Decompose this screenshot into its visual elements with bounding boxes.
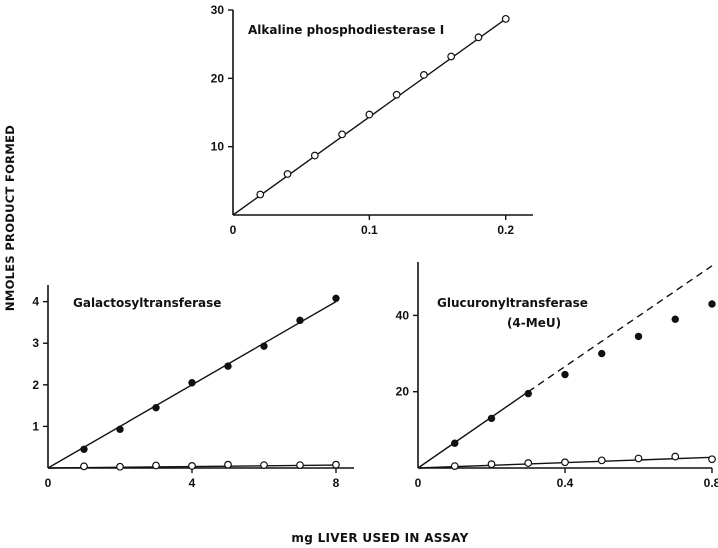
data-point-filled — [80, 445, 88, 453]
data-point-filled — [487, 414, 496, 423]
panel-title: Alkaline phosphodiesterase I — [248, 23, 444, 37]
data-point-open — [447, 52, 456, 61]
data-point-open — [524, 459, 533, 467]
x-tick-label: 0 — [415, 476, 422, 490]
y-tick-label: 1 — [32, 419, 39, 433]
data-point-filled — [296, 316, 304, 325]
y-tick-label: 20 — [211, 71, 225, 85]
panel-title: Galactosyltransferase — [73, 296, 221, 310]
data-point-open — [634, 454, 643, 463]
data-point-open — [188, 462, 196, 470]
y-tick-label: 10 — [211, 140, 225, 154]
data-point-open — [474, 33, 483, 42]
x-tick-label: 8 — [333, 476, 340, 490]
data-point-open — [501, 14, 510, 23]
data-point-open — [392, 90, 401, 99]
data-point-open — [80, 462, 88, 471]
data-point-filled — [188, 379, 196, 387]
panel-glucuronyltransferase: 0 0.4 0.8 20 40 Glucuronyltransferase (4-MeU) — [396, 262, 718, 490]
data-point-open — [224, 460, 232, 469]
fit-line — [417, 391, 529, 469]
data-point-open — [487, 460, 496, 469]
y-tick-label: 4 — [32, 295, 39, 309]
x-tick-label: 0.4 — [557, 476, 574, 490]
y-tick-label: 2 — [32, 378, 39, 392]
data-point-filled — [561, 370, 569, 379]
x-tick-label: 0 — [45, 476, 52, 490]
data-point-filled — [260, 342, 268, 350]
data-point-filled — [708, 300, 716, 308]
data-point-filled — [224, 362, 232, 370]
data-point-filled — [451, 439, 459, 447]
panel-subtitle: (4-MeU) — [507, 316, 561, 330]
data-point-open — [671, 452, 680, 461]
panel-alkaline-phosphodiesterase: 0 0.1 0.2 10 20 30 Alkaline phosphodiesterase … — [211, 3, 533, 237]
data-point-open — [332, 460, 340, 469]
x-tick-label: 0.1 — [361, 223, 378, 237]
data-point-filled — [634, 332, 643, 341]
y-tick-label: 20 — [396, 385, 410, 399]
data-point-open — [116, 462, 124, 471]
data-point-open — [561, 458, 569, 467]
data-point-open — [365, 110, 374, 119]
extrapolation-line — [527, 265, 713, 393]
data-point-open — [260, 461, 268, 469]
y-tick-label: 3 — [32, 336, 39, 350]
y-axis-label: NMOLES PRODUCT FORMED — [3, 125, 17, 311]
data-point-filled — [524, 389, 532, 398]
data-point-filled — [598, 349, 606, 358]
data-point-filled — [152, 403, 160, 412]
data-point-open — [708, 455, 716, 464]
data-point-open — [152, 461, 160, 470]
data-point-open — [283, 170, 292, 178]
data-point-filled — [116, 425, 124, 434]
x-tick-label: 4 — [189, 476, 196, 490]
data-point-open — [256, 190, 265, 199]
data-point-open — [296, 461, 304, 469]
panel-title: Glucuronyltransferase — [437, 296, 588, 310]
x-tick-label: 0 — [230, 223, 237, 237]
data-point-filled — [671, 315, 679, 323]
x-axis-label: mg LIVER USED IN ASSAY — [291, 531, 468, 545]
y-tick-label: 40 — [396, 308, 410, 322]
x-tick-label: 0.2 — [497, 223, 514, 237]
data-point-open — [450, 462, 459, 470]
data-point-open — [420, 71, 428, 79]
data-point-open — [597, 456, 606, 465]
y-tick-label: 30 — [211, 3, 225, 17]
data-point-filled — [332, 294, 340, 303]
data-point-open — [310, 151, 319, 160]
data-point-open — [338, 130, 346, 139]
x-tick-label: 0.8 — [704, 476, 718, 490]
